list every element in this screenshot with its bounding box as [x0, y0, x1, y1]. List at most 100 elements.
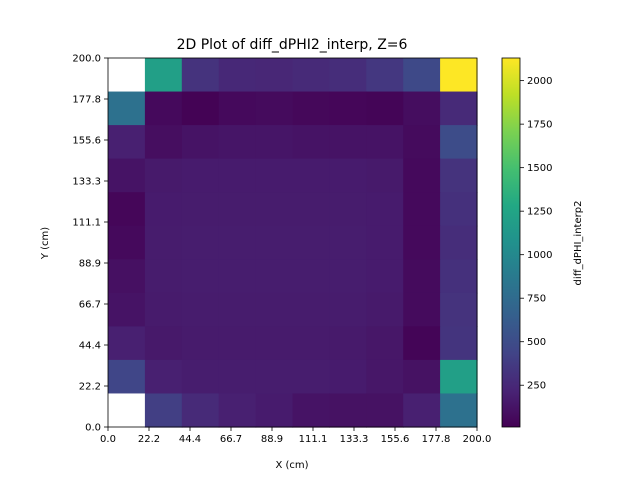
heatmap-cell	[218, 192, 257, 227]
heatmap-cell	[292, 292, 330, 327]
heatmap-cell	[292, 58, 330, 93]
x-tick-label: 88.9	[261, 434, 283, 445]
heatmap-cell	[181, 292, 220, 327]
heatmap-cell	[181, 359, 220, 395]
heatmap-cell	[108, 125, 146, 160]
heatmap-cell	[366, 158, 404, 193]
heatmap-cell	[403, 58, 441, 93]
heatmap-cell	[218, 292, 257, 327]
heatmap-cell	[144, 326, 183, 361]
heatmap-cell	[292, 158, 330, 193]
heatmap-cell	[403, 91, 441, 126]
heatmap-cell	[292, 393, 330, 428]
heatmap-cell	[403, 125, 441, 160]
heatmap-cell	[440, 259, 478, 294]
heatmap-cell	[329, 225, 367, 260]
heatmap-cell	[440, 125, 478, 160]
heatmap-cell	[292, 91, 330, 126]
heatmap-cell	[108, 91, 146, 126]
y-tick-label: 200.0	[72, 54, 101, 65]
heatmap-cell	[403, 158, 441, 193]
heatmap-cell	[329, 393, 367, 428]
heatmap-cell	[255, 326, 294, 361]
heatmap-cell	[144, 192, 183, 227]
heatmap-cell	[403, 292, 441, 327]
heatmap-cell	[255, 225, 294, 260]
heatmap-cell	[329, 125, 367, 160]
heatmap-cell	[181, 58, 220, 93]
colorbar-tick-label: 2000	[527, 76, 552, 87]
heatmap-cell	[144, 359, 183, 395]
heatmap-cell	[366, 91, 404, 126]
heatmap-cell	[108, 393, 146, 428]
heatmap-cell	[218, 91, 257, 126]
heatmap-cell	[144, 225, 183, 260]
heatmap-cell	[181, 225, 220, 260]
heatmap-cell	[440, 158, 478, 193]
heatmap-cell	[366, 225, 404, 260]
heatmap-cell	[218, 326, 257, 361]
y-tick-label: 177.8	[72, 95, 101, 106]
x-tick-label: 66.7	[220, 434, 242, 445]
x-tick-label: 22.2	[138, 434, 160, 445]
x-tick-label: 155.6	[381, 434, 410, 445]
heatmap-cell	[218, 125, 257, 160]
x-tick-label: 200.0	[463, 434, 492, 445]
heatmap-cell	[144, 292, 183, 327]
heatmap-cell	[144, 125, 183, 160]
x-tick-label: 0.0	[100, 434, 116, 445]
x-axis-label: X (cm)	[275, 460, 308, 471]
colorbar-tick-label: 750	[527, 294, 546, 305]
heatmap-cell	[292, 326, 330, 361]
heatmap-cell	[108, 292, 146, 327]
heatmap-cell	[255, 125, 294, 160]
heatmap-cell	[440, 359, 478, 395]
heatmap-cell	[144, 58, 183, 93]
y-tick-label: 44.4	[79, 341, 101, 352]
heatmap-cell	[181, 91, 220, 126]
colorbar-tick-label: 1000	[527, 250, 552, 261]
heatmap-cell	[329, 292, 367, 327]
heatmap-cell	[329, 326, 367, 361]
heatmap-cell	[144, 158, 183, 193]
heatmap-cell	[108, 192, 146, 227]
heatmap-cell	[218, 359, 257, 395]
heatmap-cell	[403, 326, 441, 361]
heatmap-cell	[292, 125, 330, 160]
heatmap-cell	[108, 225, 146, 260]
heatmap-cell	[181, 158, 220, 193]
heatmap-cell	[366, 192, 404, 227]
heatmap-cell	[366, 292, 404, 327]
heatmap-cell	[108, 359, 146, 395]
y-axis-label: Y (cm)	[40, 227, 51, 260]
heatmap-cell	[403, 225, 441, 260]
x-tick-label: 44.4	[179, 434, 201, 445]
heatmap-cell	[440, 393, 478, 428]
colorbar	[501, 57, 521, 428]
colorbar-tick-label: 250	[527, 381, 546, 392]
y-tick-label: 66.7	[79, 300, 101, 311]
heatmap-cell	[329, 259, 367, 294]
heatmap-cell	[255, 91, 294, 126]
colorbar-label: diff_dPHI_interp2	[573, 201, 584, 286]
x-tick-label: 177.8	[422, 434, 451, 445]
heatmap-cell	[181, 259, 220, 294]
y-tick-label: 88.9	[79, 259, 101, 270]
heatmap-cell	[440, 292, 478, 327]
chart-title: 2D Plot of diff_dPHI2_interp, Z=6	[177, 37, 408, 53]
colorbar-tick-label: 1750	[527, 120, 552, 131]
heatmap-cell	[218, 58, 257, 93]
heatmap-cell	[255, 259, 294, 294]
heatmap-cell	[108, 259, 146, 294]
heatmap-cell	[292, 225, 330, 260]
heatmap-cell	[403, 359, 441, 395]
heatmap-cell	[218, 158, 257, 193]
heatmap-cell	[255, 359, 294, 395]
heatmap-cell	[329, 359, 367, 395]
x-tick-label: 133.3	[340, 434, 369, 445]
y-tick-label: 111.1	[72, 218, 101, 229]
heatmap-cell	[403, 259, 441, 294]
x-tick-label: 111.1	[299, 434, 328, 445]
heatmap-cell	[218, 225, 257, 260]
